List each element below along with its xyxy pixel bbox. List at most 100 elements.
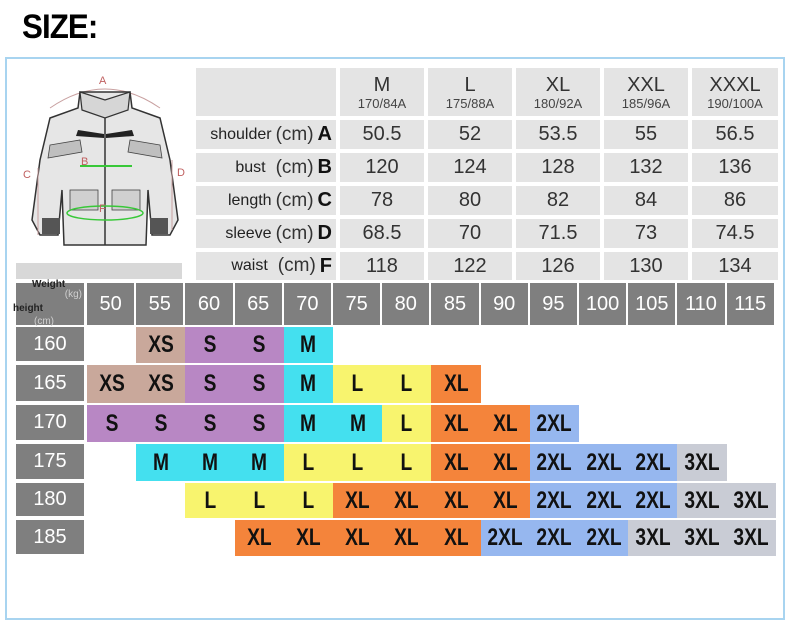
size-header-xl: XL 180/92A: [516, 68, 600, 116]
value-cell: 128: [516, 153, 600, 182]
height-header-cell: 170: [16, 405, 84, 440]
size-cell: L: [185, 483, 235, 518]
value-cell: 68.5: [340, 219, 424, 248]
size-cell: M: [185, 444, 235, 481]
size-cell: 2XL: [529, 405, 579, 442]
weight-header-cell: 65: [234, 283, 282, 325]
weight-header-cell: 50: [87, 283, 135, 325]
size-cell: XL: [480, 483, 530, 518]
value-cell: 122: [428, 252, 512, 280]
size-cell: S: [234, 327, 284, 363]
row-label-shoulder: shoulder (cm) A: [196, 120, 336, 149]
size-cell: XL: [431, 405, 481, 442]
size-height-bust: 185/96A: [621, 95, 671, 111]
size-name: L: [464, 73, 476, 96]
value-cell: 53.5: [516, 120, 600, 149]
weight-header-cell: 60: [185, 283, 233, 325]
size-name: XXXL: [709, 73, 761, 96]
row-unit: (cm): [275, 156, 314, 178]
weight-unit: (kg): [64, 289, 82, 300]
size-height-bust: 180/92A: [533, 95, 583, 111]
size-cell: 2XL: [628, 444, 678, 481]
row-label-length: length (cm) C: [196, 186, 336, 215]
size-cell: XL: [382, 483, 432, 518]
size-cell: XL: [234, 520, 284, 556]
height-header-cell: 175: [16, 444, 84, 479]
size-cell: XL: [431, 520, 481, 556]
size-cell: 2XL: [529, 483, 579, 518]
value-cell: 86: [692, 186, 778, 215]
size-cell: 2XL: [628, 483, 678, 518]
weight-header-cell: 100: [579, 283, 627, 325]
value-cell: 132: [604, 153, 688, 182]
size-cell: L: [333, 365, 383, 403]
size-cell: L: [382, 405, 432, 442]
height-header-cell: 185: [16, 520, 84, 554]
value-cell: 124: [428, 153, 512, 182]
size-cell: S: [234, 405, 284, 442]
row-unit: (cm): [275, 189, 314, 211]
size-cell: XL: [431, 483, 481, 518]
size-height-bust: 170/84A: [357, 95, 407, 111]
label-a: A: [99, 75, 107, 87]
value-cell: 73: [604, 219, 688, 248]
value-cell: 55: [604, 120, 688, 149]
size-name: M: [373, 73, 391, 96]
label-f: F: [99, 203, 106, 215]
row-unit: (cm): [275, 222, 314, 244]
value-cell: 120: [340, 153, 424, 182]
weight-header-cell: 95: [529, 283, 577, 325]
size-cell: L: [283, 444, 333, 481]
weight-header-cell: 105: [628, 283, 676, 325]
size-cell: 2XL: [529, 444, 579, 481]
weight-header-cell: 75: [333, 283, 381, 325]
size-cell: S: [185, 327, 235, 363]
row-letter: F: [319, 254, 332, 277]
size-cell: M: [283, 405, 333, 442]
height-header-cell: 160: [16, 327, 84, 361]
weight-header-cell: 90: [480, 283, 528, 325]
size-cell: 3XL: [726, 483, 776, 518]
value-cell: 130: [604, 252, 688, 280]
size-cell: S: [185, 365, 235, 403]
size-cell: M: [333, 405, 383, 442]
size-cell: XL: [431, 365, 481, 403]
label-c: C: [23, 169, 31, 181]
row-name: length: [227, 191, 272, 209]
row-label-bust: bust (cm) B: [196, 153, 336, 182]
size-cell: XS: [136, 327, 186, 363]
measurement-table: M 170/84A L 175/88A XL 180/92A XXL 185/9…: [196, 68, 778, 280]
weight-header-cell: 70: [283, 283, 331, 325]
size-cell: XS: [87, 365, 137, 403]
size-cell: 3XL: [677, 483, 727, 518]
weight-header-cell: 85: [431, 283, 479, 325]
size-header-l: L 175/88A: [428, 68, 512, 116]
size-cell: 2XL: [579, 483, 629, 518]
size-cell: S: [87, 405, 137, 442]
value-cell: 78: [340, 186, 424, 215]
label-d: D: [177, 167, 185, 179]
size-name: XL: [545, 73, 571, 96]
weight-axis-label: Weight: [32, 279, 66, 290]
size-cell: L: [333, 444, 383, 481]
size-cell: XL: [431, 444, 481, 481]
size-cell: 2XL: [480, 520, 530, 556]
size-height-bust: 190/100A: [707, 95, 763, 111]
weight-header-cell: 55: [136, 283, 184, 325]
size-cell: XL: [333, 483, 383, 518]
size-cell: XL: [382, 520, 432, 556]
weight-header-cell: 80: [382, 283, 430, 325]
row-name: shoulder: [210, 125, 272, 143]
size-cell: S: [136, 405, 186, 442]
row-name: waist: [231, 257, 268, 274]
row-letter: C: [317, 189, 332, 211]
height-header-cell: 165: [16, 365, 84, 401]
size-cell: S: [185, 405, 235, 442]
size-cell: L: [283, 483, 333, 518]
value-cell: 56.5: [692, 120, 778, 149]
size-cell: M: [283, 327, 333, 363]
size-header-xxl: XXL 185/96A: [604, 68, 688, 116]
value-cell: 50.5: [340, 120, 424, 149]
size-header-xxxl: XXXL 190/100A: [692, 68, 778, 116]
table-corner-cell: [196, 68, 336, 116]
